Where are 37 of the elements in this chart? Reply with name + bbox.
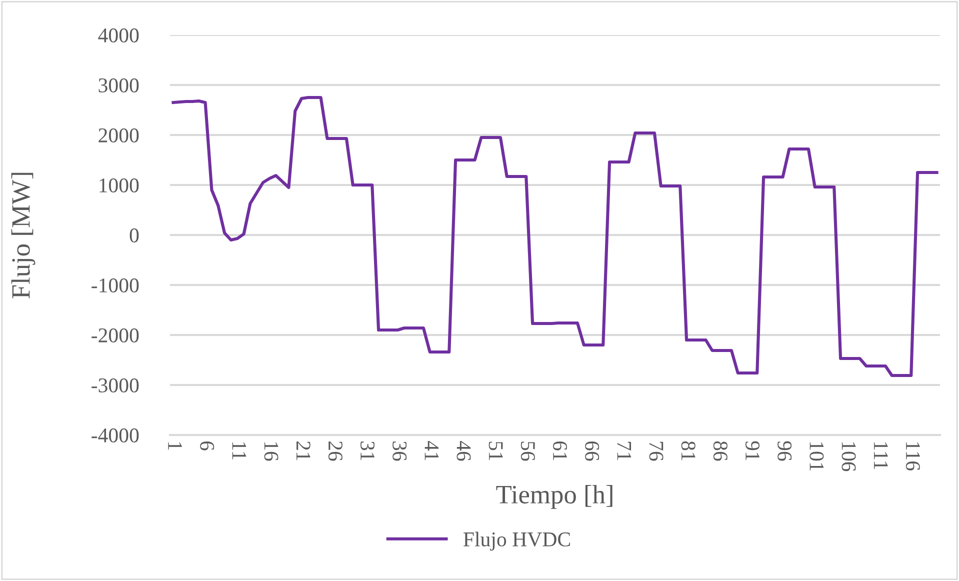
line-series [172,96,938,378]
legend-label: Flujo HVDC [463,532,570,551]
y-tick-label: -2000 [92,328,139,342]
x-tick-label: 46 [456,440,471,461]
x-tick-label: 96 [778,441,792,461]
y-tick-label: 4000 [98,28,139,42]
x-tick-label: 36 [392,442,407,461]
y-tick-label: -1000 [92,278,139,292]
y-axis-title: Flujo [MW] [11,172,36,298]
x-tick-label: 41 [424,440,439,460]
x-tick-label: 11 [232,442,246,460]
x-tick-label: 76 [649,442,664,461]
y-tick-label: -3000 [92,378,139,392]
x-tick-label: 61 [552,441,567,460]
y-tick-label: 0 [130,228,139,242]
x-tick-label: 106 [842,442,856,472]
x-tick-label: 26 [328,441,342,461]
x-tick-label: 101 [810,442,824,471]
y-tick-label: -4000 [92,428,139,442]
x-tick-label: 111 [874,442,888,469]
x-tick-label: 16 [264,442,278,461]
x-tick-label: 86 [713,441,728,461]
x-tick-label: 6 [200,441,214,450]
y-tick-label: 1000 [100,178,139,192]
x-tick-label: 116 [906,442,920,470]
x-tick-label: 31 [360,442,374,460]
x-tick-label: 66 [585,441,600,461]
x-tick-label: 71 [617,442,632,460]
y-tick-label: 2000 [98,128,139,142]
x-tick-label: 91 [745,441,760,460]
x-axis-title: Tiempo [h] [496,485,612,509]
x-tick-label: 81 [681,441,696,460]
x-tick-label: 56 [520,442,535,461]
x-tick-label: 51 [488,442,503,460]
y-tick-label: 3000 [98,78,139,92]
x-tick-label: 21 [296,441,310,460]
x-tick-label: 1 [168,442,182,450]
